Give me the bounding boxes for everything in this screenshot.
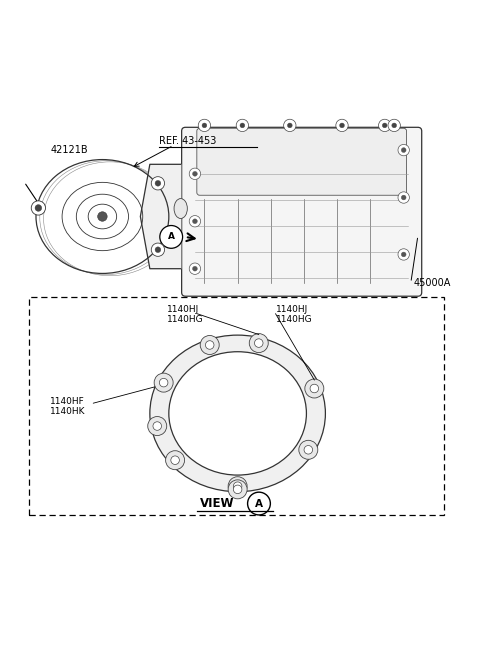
Circle shape — [198, 119, 211, 132]
Circle shape — [305, 379, 324, 398]
Circle shape — [153, 422, 161, 430]
Circle shape — [192, 219, 197, 224]
Circle shape — [192, 171, 197, 176]
Circle shape — [240, 123, 245, 128]
Ellipse shape — [150, 335, 325, 492]
Text: REF. 43-453: REF. 43-453 — [159, 136, 216, 146]
Circle shape — [202, 123, 207, 128]
Text: 1140HF: 1140HF — [50, 397, 85, 406]
Circle shape — [189, 168, 201, 180]
Circle shape — [151, 176, 165, 190]
Bar — [29, 297, 444, 516]
Circle shape — [383, 123, 387, 128]
Circle shape — [189, 216, 201, 227]
Circle shape — [304, 445, 312, 454]
Circle shape — [284, 119, 296, 132]
Circle shape — [171, 456, 180, 464]
Text: 1140HG: 1140HG — [276, 315, 312, 324]
Circle shape — [398, 249, 409, 260]
Circle shape — [299, 440, 318, 459]
Text: 1140HG: 1140HG — [167, 315, 203, 324]
Circle shape — [155, 247, 161, 253]
Circle shape — [388, 119, 400, 132]
Circle shape — [205, 340, 214, 349]
Circle shape — [233, 482, 242, 491]
Text: 42121B: 42121B — [50, 145, 88, 155]
Circle shape — [398, 192, 409, 203]
Ellipse shape — [169, 352, 306, 475]
Circle shape — [155, 180, 161, 186]
Circle shape — [392, 123, 396, 128]
Circle shape — [159, 379, 168, 387]
Circle shape — [248, 492, 270, 515]
Circle shape — [189, 263, 201, 274]
Circle shape — [401, 148, 406, 152]
Text: 1140HJ: 1140HJ — [167, 306, 199, 314]
Circle shape — [151, 243, 165, 256]
Circle shape — [398, 144, 409, 155]
Circle shape — [288, 123, 292, 128]
Text: A: A — [255, 499, 263, 508]
Circle shape — [31, 201, 46, 215]
Circle shape — [192, 266, 197, 271]
Circle shape — [166, 451, 185, 470]
Circle shape — [310, 384, 319, 393]
Text: VIEW: VIEW — [200, 497, 234, 510]
Circle shape — [249, 334, 268, 352]
Circle shape — [340, 123, 344, 128]
Circle shape — [401, 195, 406, 200]
Circle shape — [148, 417, 167, 436]
Circle shape — [200, 335, 219, 354]
Circle shape — [379, 119, 391, 132]
Text: 1140HK: 1140HK — [50, 407, 86, 415]
FancyArrowPatch shape — [186, 234, 194, 241]
Circle shape — [35, 205, 42, 211]
FancyBboxPatch shape — [181, 127, 422, 297]
Circle shape — [254, 338, 263, 347]
Circle shape — [401, 252, 406, 257]
Circle shape — [336, 119, 348, 132]
Circle shape — [97, 212, 107, 221]
Circle shape — [236, 119, 249, 132]
Circle shape — [160, 226, 182, 248]
Circle shape — [154, 373, 173, 392]
FancyBboxPatch shape — [197, 129, 407, 195]
Polygon shape — [140, 164, 180, 269]
Ellipse shape — [174, 199, 187, 218]
Text: A: A — [168, 232, 175, 241]
Circle shape — [228, 477, 247, 496]
Text: 1140HJ: 1140HJ — [276, 306, 308, 314]
Circle shape — [228, 480, 247, 499]
Circle shape — [233, 485, 242, 493]
Text: 45000A: 45000A — [413, 278, 451, 288]
